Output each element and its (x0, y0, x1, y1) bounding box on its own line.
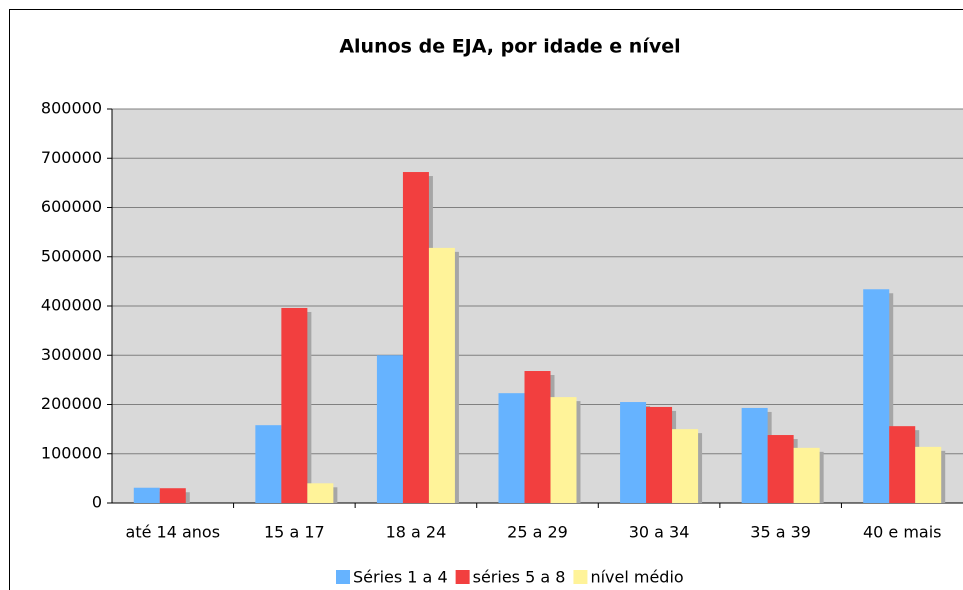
y-tick-label: 300000 (41, 345, 102, 364)
y-tick-label: 200000 (41, 394, 102, 413)
bar (550, 397, 577, 503)
bar (620, 402, 647, 503)
legend-label: séries 5 a 8 (473, 568, 566, 587)
x-tick-label: até 14 anos (126, 523, 221, 542)
bar (767, 435, 794, 503)
chart-title: Alunos de EJA, por idade e nível (339, 36, 680, 58)
bar (741, 407, 768, 503)
y-tick-label: 600000 (41, 197, 102, 216)
bar (524, 371, 551, 503)
y-tick-label: 500000 (41, 246, 102, 265)
legend-swatch (573, 570, 588, 584)
bar (672, 429, 699, 503)
bar (255, 425, 282, 503)
bar (915, 446, 942, 503)
bar (133, 487, 160, 503)
bar (159, 488, 186, 503)
y-tick-label: 100000 (41, 443, 102, 462)
bar (646, 406, 673, 503)
x-tick-label: 18 a 24 (386, 523, 447, 542)
x-tick-label: 40 e mais (863, 523, 942, 542)
bar (376, 355, 403, 503)
bar (307, 483, 334, 503)
bar (281, 307, 308, 503)
legend-label: nível médio (590, 568, 683, 587)
bar (428, 247, 455, 503)
x-tick-label: 15 a 17 (264, 523, 325, 542)
x-tick-label: 35 a 39 (750, 523, 811, 542)
bar (498, 393, 525, 503)
x-tick-label: 25 a 29 (507, 523, 568, 542)
legend-swatch (455, 570, 470, 584)
y-tick-label: 0 (92, 493, 102, 512)
bar (402, 172, 429, 504)
y-tick-label: 400000 (41, 296, 102, 315)
bar (863, 289, 890, 503)
y-tick-label: 700000 (41, 148, 102, 167)
legend-label: Séries 1 a 4 (353, 568, 448, 587)
x-tick-label: 30 a 34 (629, 523, 690, 542)
y-tick-label: 800000 (41, 99, 102, 118)
bar (889, 426, 916, 503)
legend-swatch (336, 570, 350, 584)
bar (793, 447, 820, 503)
